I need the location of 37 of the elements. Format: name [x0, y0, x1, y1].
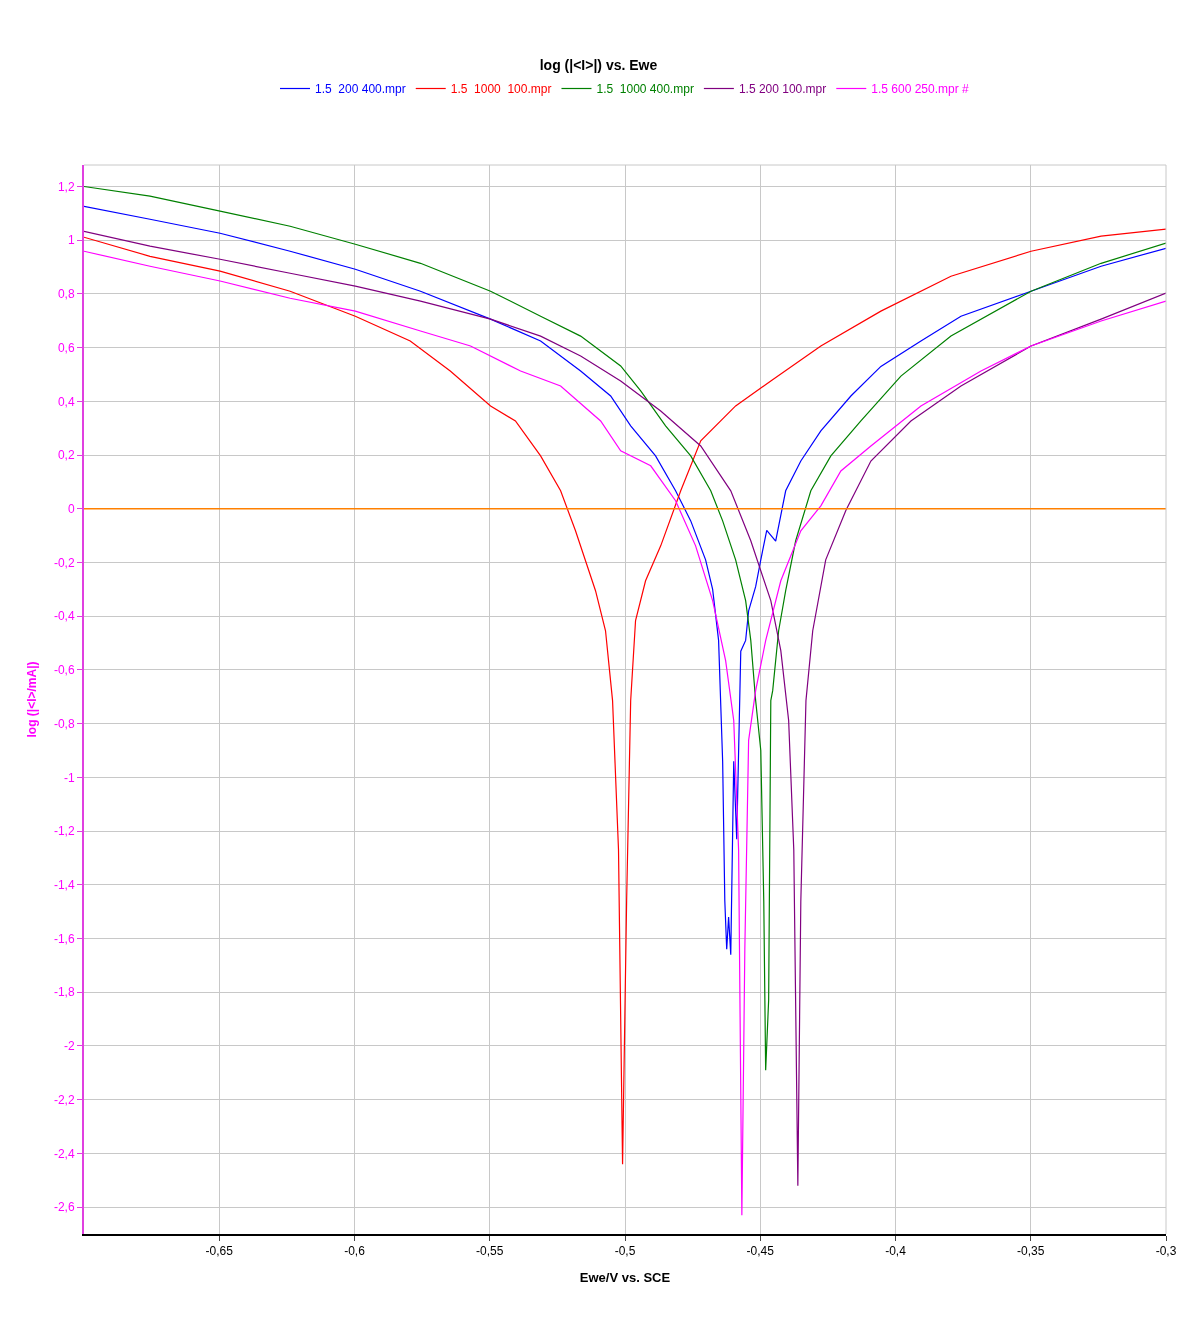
line-series [84, 205, 1166, 956]
x-tick-label: -0,5 [614, 1244, 636, 1259]
legend-label: 1.5 600 250.mpr # [871, 82, 970, 97]
y-tick-label: 0,2 [57, 448, 75, 463]
y-tick-label: -0,6 [53, 663, 75, 678]
y-tick-label: 0 [67, 502, 75, 516]
y-tick-label: 1,2 [57, 179, 75, 194]
x-tick-label: -0,45 [746, 1244, 775, 1259]
y-tick-label: 1 [67, 233, 75, 248]
y-tick-label: -1 [63, 770, 75, 785]
y-tick-label: -2,2 [53, 1092, 75, 1107]
legend-label: 1.5 1000 100.mpr [450, 82, 552, 97]
legend-label: 1.5 200 100.mpr [738, 82, 827, 97]
y-tick-label: -1,2 [53, 824, 75, 839]
y-tick-label: -0,8 [53, 716, 75, 731]
y-axis-title: log (|<I>/mA|) [24, 661, 39, 738]
y-tick-label: -1,4 [53, 878, 75, 893]
y-tick-label: -1,6 [53, 931, 75, 946]
x-tick-label: -0,55 [476, 1244, 504, 1259]
y-tick-label: 0,6 [57, 340, 75, 355]
chart-title: log (|<I>|) vs. Ewe [539, 56, 658, 73]
x-tick-label: -0,3 [1155, 1244, 1177, 1259]
x-axis-title: Ewe/V vs. SCE [579, 1269, 671, 1285]
legend-label: 1.5 200 400.mpr [315, 82, 406, 97]
y-tick-label: -0,2 [53, 555, 75, 570]
x-tick-label: -0,65 [205, 1244, 234, 1259]
x-tick-label: -0,4 [885, 1244, 907, 1259]
y-tick-label: -1,8 [53, 985, 75, 1000]
x-tick-label: -0,35 [1017, 1244, 1045, 1259]
y-tick-label: 0,4 [57, 394, 75, 409]
y-tick-label: -2,4 [53, 1146, 75, 1161]
y-tick-label: 0,8 [57, 287, 75, 302]
y-tick-label: -0,4 [53, 609, 75, 624]
y-tick-label: -2 [63, 1039, 75, 1054]
y-tick-label: -2,6 [53, 1200, 75, 1215]
legend-label: 1.5 1000 400.mpr [596, 82, 694, 97]
x-tick-label: -0,6 [344, 1244, 366, 1259]
